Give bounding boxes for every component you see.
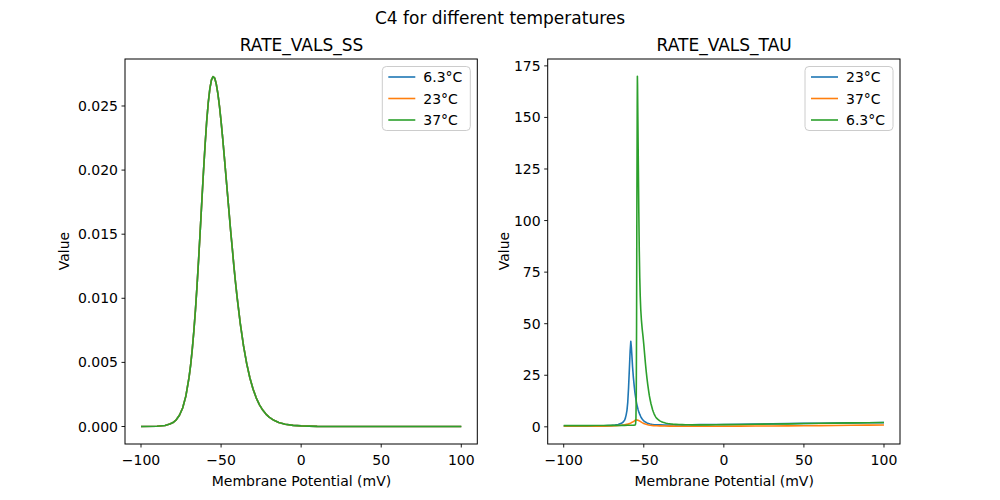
x-axis-label-tau: Membrane Potential (mV) (548, 473, 901, 489)
x-tick-label: −100 (122, 452, 160, 468)
legend-label: 37°C (423, 112, 458, 128)
x-tick-label: −100 (544, 452, 582, 468)
figure-suptitle: C4 for different temperatures (0, 8, 1000, 28)
subplot-title-ss: RATE_VALS_SS (125, 35, 478, 55)
y-tick-label: 175 (514, 58, 541, 74)
legend-label: 6.3°C (846, 112, 885, 128)
y-tick-label: 0.005 (78, 354, 118, 370)
legend-label: 6.3°C (423, 69, 462, 85)
figure: −100 −50 0 50 100 0.000 0.005 0.010 0.015 0.020 0.… (0, 0, 1000, 500)
y-tick-label: 125 (514, 161, 541, 177)
y-tick-label: 0.015 (78, 226, 118, 242)
y-tick-label: 100 (514, 213, 541, 229)
y-tick-label: 0.010 (78, 290, 118, 306)
subplot-title-tau: RATE_VALS_TAU (548, 35, 901, 55)
legend-label: 37°C (846, 91, 881, 107)
y-tick-label: 0.020 (78, 162, 118, 178)
series-line-23°C (564, 341, 884, 426)
y-tick-label: 25 (523, 367, 541, 383)
y-tick-label: 0 (532, 419, 541, 435)
x-tick-label: 100 (448, 452, 475, 468)
y-axis-label-tau: Value (496, 232, 512, 270)
legend-label: 23°C (423, 91, 458, 107)
y-tick-label: 0.000 (78, 419, 118, 435)
x-tick-label: 50 (795, 452, 813, 468)
legend-label: 23°C (846, 69, 881, 85)
y-tick-label: 50 (523, 316, 541, 332)
y-tick-label: 150 (514, 109, 541, 125)
x-tick-label: 0 (719, 452, 728, 468)
x-tick-label: 50 (372, 452, 390, 468)
x-tick-label: 0 (297, 452, 306, 468)
subplot-RATE_VALS_SS: −100 −50 0 50 100 0.000 0.005 0.010 0.015 0.020 0.… (78, 59, 477, 468)
x-tick-label: 100 (871, 452, 898, 468)
x-axis-label-ss: Membrane Potential (mV) (125, 473, 478, 489)
x-tick-label: −50 (629, 452, 659, 468)
y-tick-label: 0.025 (78, 98, 118, 114)
subplot-RATE_VALS_TAU: −100 −50 0 50 100 0 25 50 75 100 125 150 175 23°C 37°C… (514, 58, 900, 468)
y-tick-label: 75 (523, 264, 541, 280)
x-tick-label: −50 (206, 452, 236, 468)
y-axis-label-ss: Value (56, 232, 72, 270)
